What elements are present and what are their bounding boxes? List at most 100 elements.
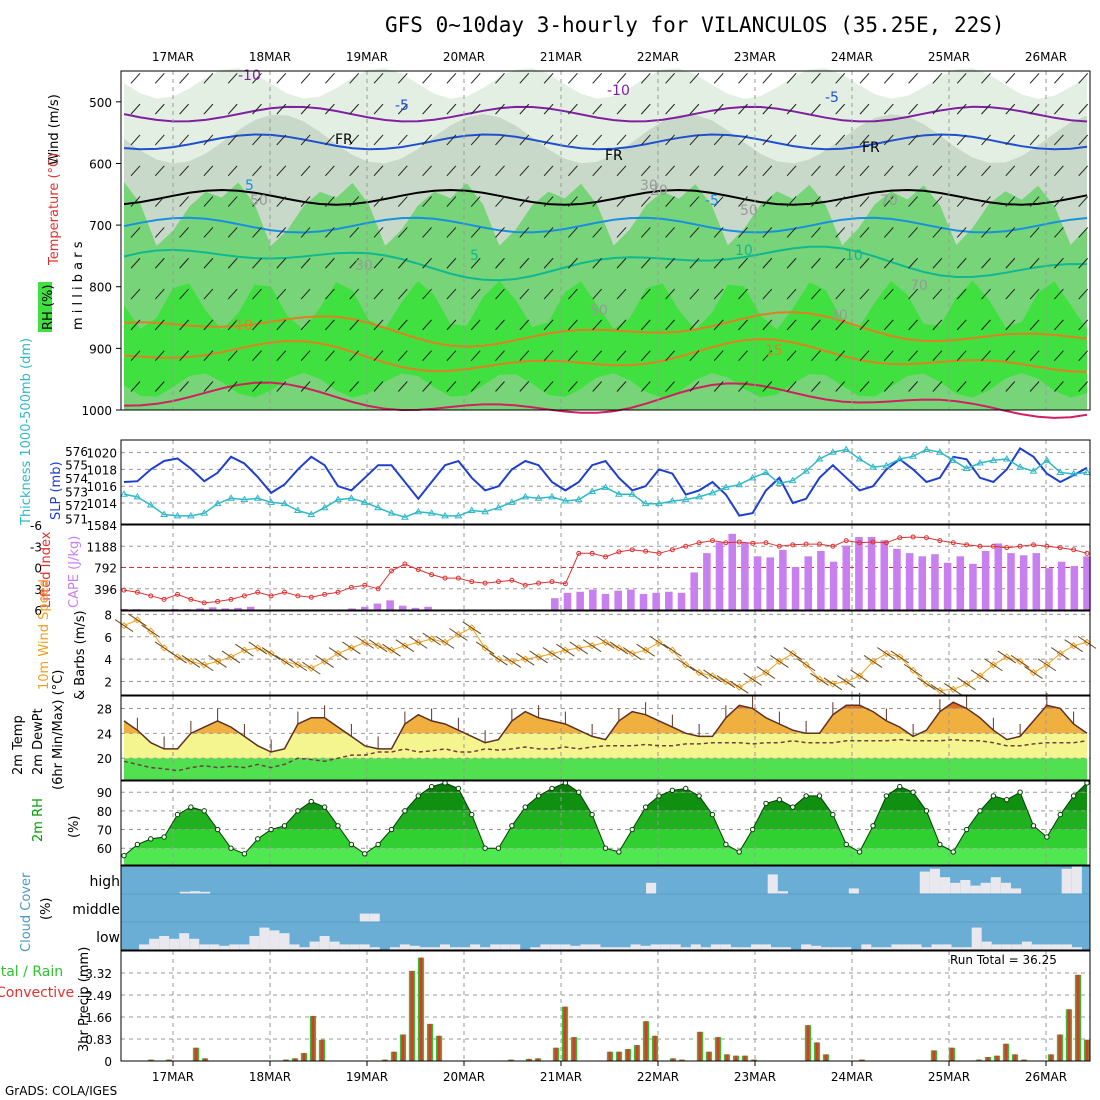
wind-barb — [130, 165, 141, 177]
cape-bar — [829, 561, 838, 610]
wind-10m-panel: 2 4 6 8 — [104, 608, 1097, 697]
precip-rain-bar — [743, 1055, 747, 1061]
wind-barb — [762, 319, 773, 331]
cloud-bar-middle — [359, 913, 370, 922]
cape-bar — [779, 549, 787, 610]
wind-barb-10m — [328, 647, 348, 660]
wind-barb — [203, 72, 214, 84]
wind-barb — [325, 165, 335, 177]
wind-barb — [616, 134, 627, 146]
wind-barb — [762, 227, 773, 238]
precip-rain-bar — [1022, 1059, 1026, 1061]
cape-bar — [804, 556, 813, 610]
wind-barb — [446, 257, 457, 269]
thickness-point — [481, 507, 490, 515]
wind-barb-10m — [770, 654, 789, 668]
wind-barb — [811, 165, 821, 177]
lifted-index-point — [348, 584, 354, 590]
wind-barb-10m — [622, 647, 642, 660]
cloud-bar-low — [1051, 944, 1062, 950]
date-label-top: 25MAR — [928, 50, 970, 64]
wind-barb — [349, 381, 360, 392]
rh-point — [642, 804, 649, 810]
pressure-tick-label: 500 — [89, 96, 112, 110]
wind-barb — [446, 103, 457, 115]
cape-bar — [905, 553, 914, 610]
wind-barb — [300, 103, 311, 115]
dewpt-label: 2m DewPt — [31, 708, 46, 775]
cloud-bar-high — [940, 877, 951, 894]
thickness-line — [123, 448, 1088, 518]
wind-barb — [665, 165, 675, 177]
wind-barb — [1005, 227, 1016, 238]
wind-barb — [519, 227, 530, 238]
wind-barb — [568, 350, 578, 362]
cloud-bar-low — [1001, 944, 1012, 950]
wind-barb — [811, 134, 821, 146]
lifted-index-point — [616, 549, 622, 555]
wind-barb-10m — [342, 641, 361, 655]
lifted-index-point — [282, 589, 287, 595]
thickness-point — [695, 492, 704, 500]
wind-barb — [154, 165, 165, 177]
wind-barb — [422, 196, 432, 207]
thickness-point — [360, 498, 369, 505]
date-label-top: 23MAR — [734, 50, 776, 64]
wind-barb — [592, 381, 603, 392]
wind-barb — [203, 381, 214, 392]
lifted-index-point — [509, 577, 515, 583]
wind-barb — [981, 72, 991, 84]
wind-barb-10m — [114, 619, 134, 632]
wind-barb — [349, 227, 360, 238]
wind-barb — [1054, 350, 1064, 362]
wind-barb — [835, 196, 846, 207]
wind-barb-10m — [208, 654, 227, 668]
temperature-contour — [123, 381, 1088, 419]
rh-point — [963, 826, 970, 833]
wind-barb — [300, 72, 311, 84]
slp-frame — [120, 439, 1091, 525]
wind-barb — [1054, 165, 1064, 177]
wind-barb — [908, 350, 918, 362]
cloud-bar-low — [951, 947, 962, 950]
rh-panel: 60 70 80 90 — [97, 780, 1091, 866]
wind-barb — [592, 350, 603, 362]
cape-bar — [373, 603, 382, 610]
cloud-unit-label: (%) — [39, 898, 54, 921]
wind-barb — [203, 103, 214, 115]
wind-barb — [300, 257, 311, 269]
date-label-top: 22MAR — [637, 50, 679, 64]
wind-barb — [154, 72, 165, 84]
thickness-point — [427, 509, 436, 516]
thickness-point — [828, 448, 837, 455]
cloud-bar-low — [610, 947, 621, 950]
wind-barbs-label: & Barbs (m/s) — [73, 610, 88, 700]
wind-barb-10m — [502, 654, 522, 668]
lifted-index-point — [710, 538, 715, 544]
wind-barb — [446, 196, 457, 207]
wind-barb — [1005, 165, 1016, 177]
cloud-level-label: high — [89, 874, 120, 890]
wind-barb — [130, 134, 141, 146]
cloud-bar-low — [299, 947, 310, 950]
wind-barb — [762, 72, 773, 84]
wind-barb — [568, 319, 578, 331]
thickness-point — [253, 494, 262, 501]
wind-barb-10m — [917, 677, 936, 691]
lifted-index-point — [255, 589, 261, 595]
wind-barb — [640, 103, 651, 115]
wind-barb — [762, 134, 773, 146]
wind-barb — [932, 319, 943, 331]
wind-barb — [786, 227, 797, 238]
cloud-cover-panel: high middle low — [72, 865, 1091, 951]
cloud-bar-low — [319, 936, 330, 950]
cloud-bar-high — [200, 891, 211, 894]
temperature-contour — [123, 338, 1088, 373]
wind-barb-10m — [181, 654, 201, 668]
thickness-point — [1042, 456, 1051, 463]
lifted-index-point — [990, 543, 996, 549]
wind-barb-10m — [556, 643, 575, 657]
wind-tick-label: 8 — [104, 608, 112, 622]
wind-barb — [227, 227, 238, 238]
date-label-bottom: 19MAR — [346, 1070, 388, 1084]
